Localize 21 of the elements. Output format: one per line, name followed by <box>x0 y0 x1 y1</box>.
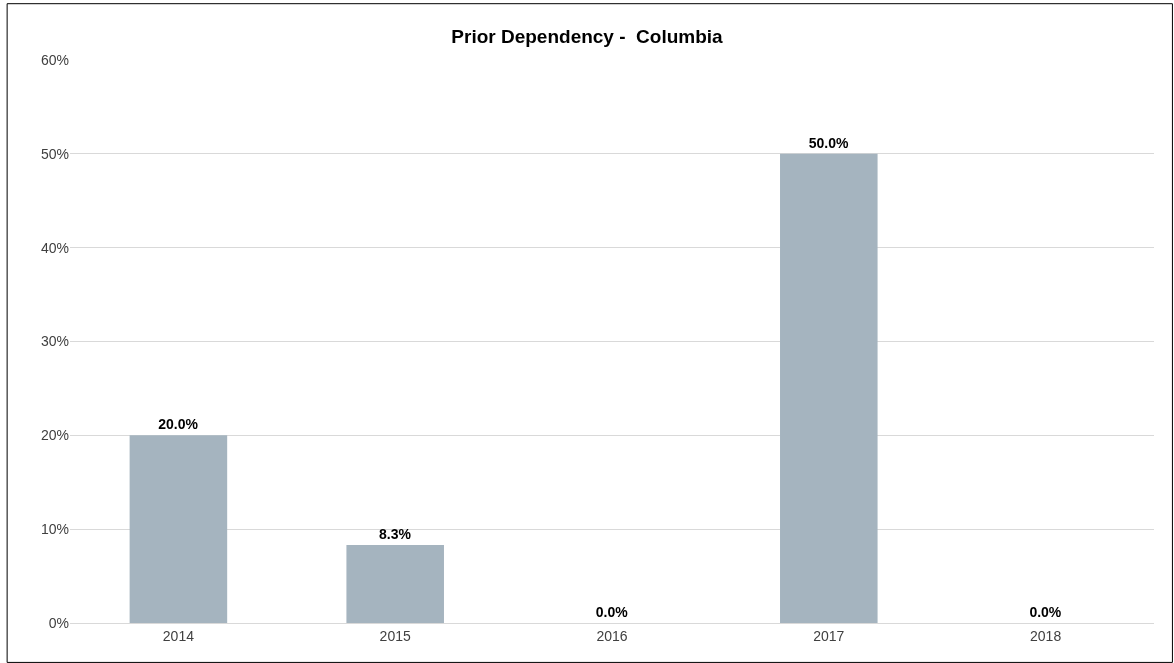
y-tick-label: 20% <box>40 427 69 444</box>
y-tick-label: 0% <box>48 614 69 631</box>
x-tick-label: 2017 <box>813 627 845 644</box>
data-label: 20.0% <box>158 416 199 433</box>
x-tick-label: 2015 <box>379 627 411 644</box>
y-tick-label: 10% <box>40 521 69 538</box>
chart-title: Prior Dependency - Columbia <box>451 26 724 48</box>
x-tick-label: 2016 <box>596 627 628 644</box>
y-tick-label: 50% <box>40 145 69 162</box>
y-tick-label: 30% <box>40 333 69 350</box>
data-label: 8.3% <box>378 526 412 543</box>
y-tick-label: 60% <box>40 51 69 68</box>
y-tick-label: 40% <box>40 239 69 256</box>
bar <box>129 435 228 623</box>
bar <box>346 545 444 623</box>
x-tick-label: 2018 <box>1030 627 1062 644</box>
bar <box>780 153 878 623</box>
data-label: 0.0% <box>595 604 629 620</box>
data-label: 50.0% <box>808 134 849 151</box>
x-tick-label: 2014 <box>162 627 195 644</box>
data-label: 0.0% <box>1029 604 1062 620</box>
